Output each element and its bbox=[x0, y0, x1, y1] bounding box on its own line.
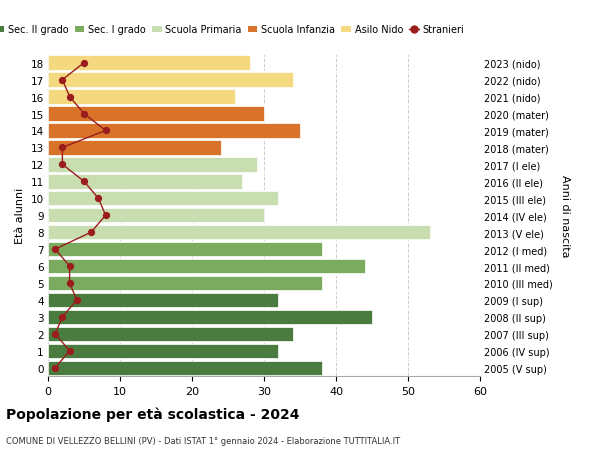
Y-axis label: Anni di nascita: Anni di nascita bbox=[560, 174, 569, 257]
Bar bbox=[48, 225, 430, 240]
Bar bbox=[48, 242, 322, 257]
Bar bbox=[48, 73, 293, 88]
Bar bbox=[48, 124, 300, 138]
Point bbox=[50, 330, 60, 338]
Bar bbox=[48, 293, 278, 308]
Text: Popolazione per età scolastica - 2024: Popolazione per età scolastica - 2024 bbox=[6, 406, 299, 421]
Bar bbox=[48, 90, 235, 105]
Bar bbox=[48, 310, 372, 325]
Point bbox=[101, 128, 110, 135]
Point bbox=[79, 60, 89, 67]
Point bbox=[72, 297, 82, 304]
Point bbox=[65, 94, 74, 101]
Point bbox=[50, 246, 60, 253]
Bar bbox=[48, 361, 322, 375]
Bar bbox=[48, 175, 242, 189]
Point bbox=[79, 111, 89, 118]
Bar bbox=[48, 259, 365, 274]
Bar bbox=[48, 192, 278, 206]
Bar bbox=[48, 107, 264, 122]
Point bbox=[58, 313, 67, 321]
Point bbox=[65, 280, 74, 287]
Point bbox=[94, 195, 103, 202]
Bar bbox=[48, 56, 250, 71]
Point bbox=[65, 347, 74, 355]
Point bbox=[58, 145, 67, 152]
Bar bbox=[48, 344, 278, 358]
Bar bbox=[48, 327, 293, 341]
Bar bbox=[48, 276, 322, 291]
Point bbox=[101, 212, 110, 219]
Point bbox=[50, 364, 60, 372]
Legend: Sec. II grado, Sec. I grado, Scuola Primaria, Scuola Infanzia, Asilo Nido, Stran: Sec. II grado, Sec. I grado, Scuola Prim… bbox=[0, 22, 468, 39]
Bar bbox=[48, 141, 221, 155]
Text: COMUNE DI VELLEZZO BELLINI (PV) - Dati ISTAT 1° gennaio 2024 - Elaborazione TUTT: COMUNE DI VELLEZZO BELLINI (PV) - Dati I… bbox=[6, 436, 400, 445]
Bar bbox=[48, 208, 264, 223]
Point bbox=[86, 229, 96, 236]
Bar bbox=[48, 158, 257, 172]
Point bbox=[58, 161, 67, 168]
Point bbox=[79, 178, 89, 185]
Point bbox=[65, 263, 74, 270]
Point bbox=[58, 77, 67, 84]
Y-axis label: Età alunni: Età alunni bbox=[15, 188, 25, 244]
